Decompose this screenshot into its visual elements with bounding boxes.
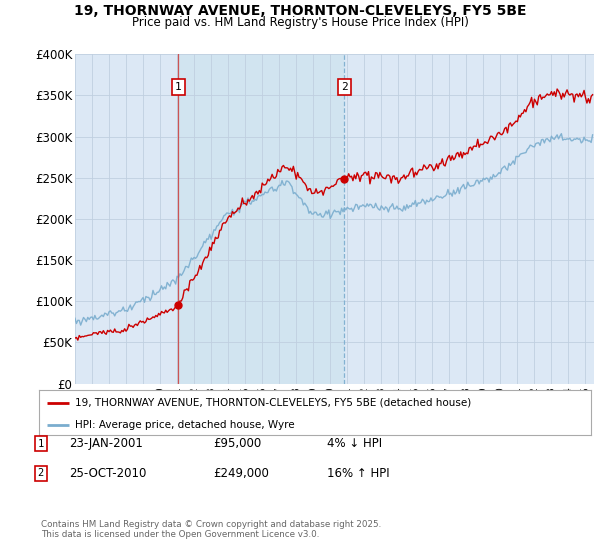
Text: 23-JAN-2001: 23-JAN-2001 xyxy=(69,437,143,450)
Text: 1: 1 xyxy=(175,82,181,92)
Text: 1: 1 xyxy=(38,438,44,449)
Bar xyxy=(178,54,344,384)
Text: 25-OCT-2010: 25-OCT-2010 xyxy=(69,466,146,480)
Text: 19, THORNWAY AVENUE, THORNTON-CLEVELEYS, FY5 5BE: 19, THORNWAY AVENUE, THORNTON-CLEVELEYS,… xyxy=(74,4,526,18)
Text: Price paid vs. HM Land Registry's House Price Index (HPI): Price paid vs. HM Land Registry's House … xyxy=(131,16,469,29)
Text: 2: 2 xyxy=(341,82,347,92)
Text: 19, THORNWAY AVENUE, THORNTON-CLEVELEYS, FY5 5BE (detached house): 19, THORNWAY AVENUE, THORNTON-CLEVELEYS,… xyxy=(75,398,471,408)
Text: Contains HM Land Registry data © Crown copyright and database right 2025.
This d: Contains HM Land Registry data © Crown c… xyxy=(41,520,381,539)
Text: 16% ↑ HPI: 16% ↑ HPI xyxy=(327,466,389,480)
Text: £249,000: £249,000 xyxy=(213,466,269,480)
Text: 2: 2 xyxy=(38,468,44,478)
Text: £95,000: £95,000 xyxy=(213,437,261,450)
Text: 4% ↓ HPI: 4% ↓ HPI xyxy=(327,437,382,450)
Text: HPI: Average price, detached house, Wyre: HPI: Average price, detached house, Wyre xyxy=(75,420,295,430)
